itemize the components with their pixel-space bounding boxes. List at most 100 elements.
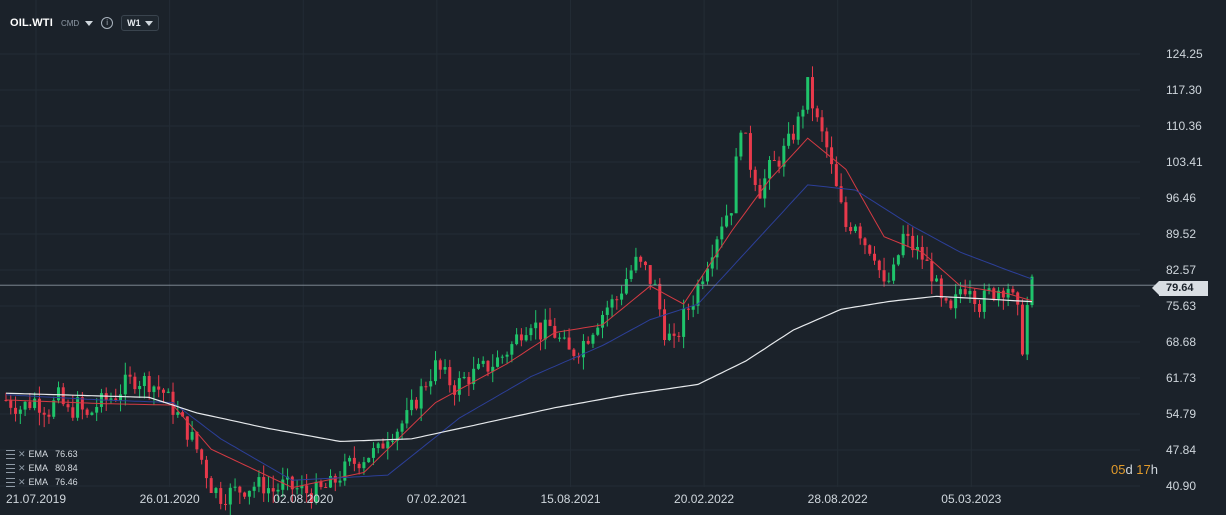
candle-body [381,443,385,449]
candle-body [9,400,13,408]
x-tick-label: 02.08.2020 [273,492,333,506]
candle-body [391,440,395,442]
candle-body [987,288,991,291]
candle-body [37,398,41,413]
candle-body [324,486,328,488]
candle-body [634,256,638,271]
candle-body [562,337,566,339]
candle-body [968,290,972,295]
candle-body [820,117,824,132]
candle-body [753,169,757,185]
candle-body [791,133,795,140]
x-tick-label: 07.02.2021 [407,492,467,506]
ema-line [5,184,1033,481]
candle-body [944,298,948,301]
candle-body [768,160,772,179]
candle-body [739,132,743,157]
close-icon[interactable]: ✕ [18,448,26,459]
candle-body [787,133,791,146]
candle-body [486,360,490,372]
info-icon[interactable]: i [101,17,114,29]
candle-body [348,457,352,462]
candle-body [1030,276,1034,306]
candle-body [329,475,333,488]
candle-body [958,289,962,295]
candle-body [691,305,695,310]
candle-body [266,488,270,494]
countdown-hours-unit: h [1150,462,1158,477]
countdown-days-unit: d [1125,462,1133,477]
candle-body [166,391,170,393]
candle-body [71,407,75,418]
candle-body [209,478,213,494]
settings-icon[interactable] [6,463,15,473]
candle-body [400,423,404,432]
candle-body [911,235,915,251]
candle-body [782,145,786,167]
candle-body [515,334,519,345]
candle-body [558,337,562,339]
ema-line [5,137,1033,489]
candle-body [338,480,342,483]
candle-body [28,401,32,409]
candle-body [405,410,409,424]
candle-body [777,160,781,167]
candle-body [849,226,853,232]
symbol-name[interactable]: OIL.WTI [10,17,53,29]
candle-body [1001,290,1005,298]
candle-body [677,335,681,337]
candle-body [524,335,528,341]
candle-body [1011,288,1015,293]
candle-body [176,412,180,415]
candle-body [772,160,776,162]
candle-body [1025,305,1029,355]
y-tick-label: 40.90 [1166,479,1196,493]
candle-body [663,309,667,341]
candle-body [95,406,99,413]
candle-body [443,367,447,370]
settings-icon[interactable] [6,449,15,459]
candle-body [1020,304,1024,355]
y-tick-label: 124.25 [1166,47,1203,61]
candle-body [510,344,514,355]
indicator-row: ✕ EMA 80.84 [6,461,78,475]
timeframe-button[interactable]: W1 [121,15,159,31]
candle-body [295,488,299,490]
candle-body [930,260,934,282]
close-icon[interactable]: ✕ [18,462,26,473]
close-icon[interactable]: ✕ [18,476,26,487]
candle-body [997,290,1001,299]
y-tick-label: 110.36 [1166,119,1202,133]
candle-body [896,255,900,265]
candle-body [195,431,199,450]
candle-body [14,407,18,414]
candle-body [56,387,60,401]
candle-body [710,257,714,269]
candle-body [376,443,380,449]
chart-toolbar: OIL.WTI CMD i W1 [10,12,159,34]
chevron-down-icon [144,20,153,26]
candle-body [978,304,982,312]
candle-body [472,368,476,385]
settings-icon[interactable] [6,477,15,487]
candle-body [386,441,390,449]
candle-body [367,457,371,463]
candle-body [577,356,581,358]
candle-body [553,325,557,338]
candle-body [810,77,814,109]
y-tick-label: 68.68 [1166,335,1196,349]
candle-body [252,486,256,491]
candle-body [171,391,175,415]
candle-body [481,360,485,364]
candle-body [476,363,480,369]
candle-body [247,490,251,497]
x-tick-label: 05.03.2023 [941,492,1001,506]
y-tick-label: 103.41 [1166,155,1203,169]
market-label: CMD [60,18,80,28]
chevron-down-icon[interactable] [85,20,94,26]
candle-body [462,376,466,379]
candle-body [939,278,943,299]
candle-body [371,448,375,458]
indicator-value: 80.84 [55,463,78,473]
